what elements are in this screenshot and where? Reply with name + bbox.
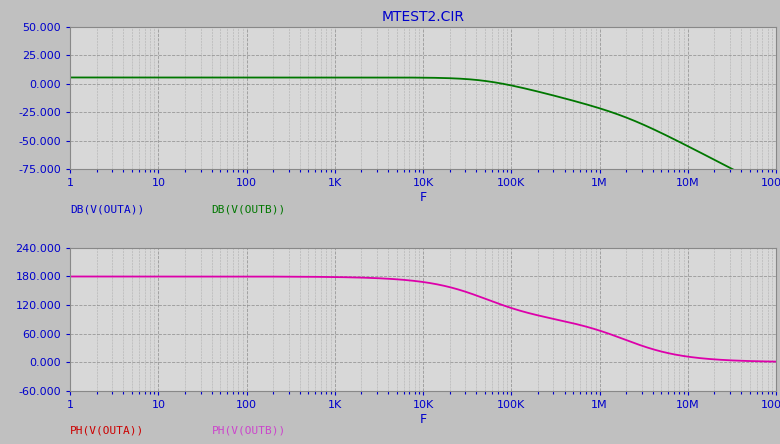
Text: PH(V(OUTB)): PH(V(OUTB)) xyxy=(211,425,285,436)
Text: DB(V(OUTB)): DB(V(OUTB)) xyxy=(211,204,285,214)
Text: PH(V(OUTA)): PH(V(OUTA)) xyxy=(70,425,144,436)
X-axis label: F: F xyxy=(420,412,427,425)
Text: DB(V(OUTA)): DB(V(OUTA)) xyxy=(70,204,144,214)
X-axis label: F: F xyxy=(420,191,427,204)
Title: MTEST2.CIR: MTEST2.CIR xyxy=(381,10,465,24)
